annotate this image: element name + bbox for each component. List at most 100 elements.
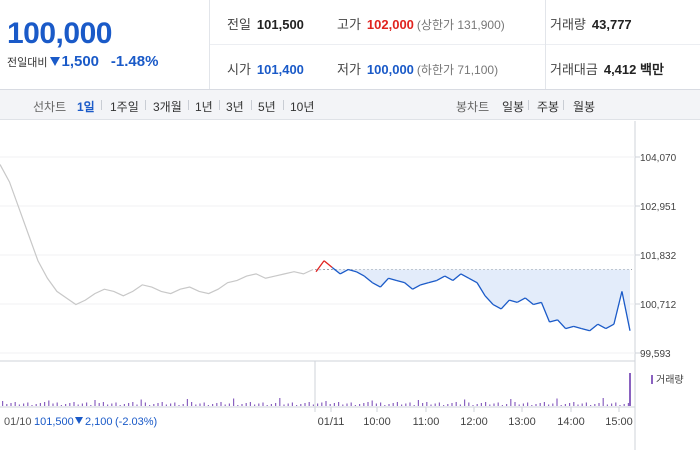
y-tick-label: 104,070 [640, 153, 677, 164]
volume-bar [48, 400, 50, 406]
change-label: 전일대비 [7, 57, 48, 69]
low-label: 저가 [337, 62, 361, 77]
chart-period-bar: 선차트 1일 1주일 3개월 1년 3년 5년 10년 봉차트 일봉 주봉 월봉 [0, 90, 700, 120]
volume-bar [438, 402, 440, 406]
price-chart[interactable]: 104,070 102,951 101,832 100,712 99,593 01/11… [0, 121, 700, 450]
change-row: 전일대비 1,500 -1.48% [7, 53, 158, 70]
volume-bar [220, 402, 222, 406]
volume-bar [602, 398, 604, 406]
volume-bar [623, 404, 625, 406]
volume-bar [56, 402, 58, 406]
volume: 거래량 43,777 [550, 14, 632, 33]
volume-bar [300, 404, 302, 406]
today-line-segment [540, 302, 551, 323]
trade-value: 거래대금 4,412 백만 [550, 59, 664, 78]
volume-bars [2, 373, 631, 406]
volume-bar [426, 402, 428, 406]
today-line-segment [557, 319, 567, 330]
y-tick-labels: 104,070 102,951 101,832 100,712 99,593 [635, 153, 677, 360]
volume-bar [581, 403, 583, 406]
volume-bar [392, 403, 394, 406]
today-line-segment [315, 260, 325, 273]
today-line-segment [323, 260, 333, 268]
volume-bar [506, 404, 508, 406]
volume-bar [480, 403, 482, 406]
today-line-segment [613, 291, 623, 325]
volume-bar [10, 403, 12, 406]
volume-bar [522, 403, 524, 406]
volume-bar [191, 402, 193, 406]
volume-bar [153, 404, 155, 406]
volume-bar [174, 402, 176, 406]
volume-bar [560, 405, 562, 406]
volume-bar [447, 404, 449, 406]
today-line-segment [412, 284, 421, 290]
volume-bar [569, 403, 571, 406]
today-line-segment [605, 323, 615, 330]
candle-weekly-tab[interactable]: 주봉 [537, 100, 560, 114]
volume-bar [77, 404, 79, 406]
today-line-segment [468, 277, 478, 284]
volume-bar [455, 402, 457, 406]
volume-bar [413, 405, 415, 406]
today-line-segment [524, 297, 534, 306]
volume-bar [107, 404, 109, 406]
today-line-segment [492, 303, 502, 310]
volume-bar [224, 404, 226, 406]
period-1d-tab[interactable]: 1일 [77, 100, 95, 114]
volume-bar [375, 403, 377, 406]
volume-bar [128, 403, 130, 406]
volume-bar [531, 405, 533, 406]
volume-bar [459, 404, 461, 406]
volume-bar [270, 404, 272, 406]
period-10y-tab[interactable]: 10년 [290, 100, 315, 114]
volume-bar [119, 405, 121, 406]
volume-bar [241, 404, 243, 406]
trade-value-label: 거래대금 [550, 62, 598, 77]
volume-bar [207, 405, 209, 406]
volume-bar [573, 402, 575, 406]
today-line-segment [597, 323, 607, 330]
prev-close-value: 101,500 [256, 17, 304, 32]
volume-bar [598, 403, 600, 406]
period-1y-tab[interactable]: 1년 [195, 100, 213, 114]
today-line-segment [516, 297, 526, 303]
x-tick-label: 01/11 [318, 416, 345, 428]
volume-bar [333, 403, 335, 406]
period-5y-tab[interactable]: 5년 [258, 100, 276, 114]
volume-bar [405, 403, 407, 406]
grid [0, 156, 635, 354]
x-tick-label: 11:00 [413, 416, 440, 428]
down-arrow-icon [50, 57, 61, 66]
volume-bar [18, 404, 20, 406]
upper-limit: (상한가 131,900) [416, 18, 505, 32]
stats-panel: 전일 101,500 고가 102,000 (상한가 131,900) 거래량 43,7… [210, 0, 700, 89]
volume-bar [321, 402, 323, 406]
today-line-segment [388, 277, 397, 282]
prev-close-label: 전일 [227, 17, 251, 32]
chart-canvas[interactable]: 104,070 102,951 101,832 100,712 99,593 01/11… [0, 121, 700, 450]
x-tick-label: 15:00 [605, 416, 633, 428]
divider [251, 100, 252, 110]
volume-bar [73, 402, 75, 406]
candle-daily-tab[interactable]: 일봉 [502, 100, 525, 114]
period-1w-tab[interactable]: 1주일 [110, 100, 139, 114]
lower-limit: (하한가 71,100) [416, 63, 499, 77]
volume-bar [254, 404, 256, 406]
prev-day-line [0, 164, 314, 306]
prev-day-price: 101,500 [34, 416, 74, 428]
period-3y-tab[interactable]: 3년 [226, 100, 244, 114]
volume-bar [144, 402, 146, 406]
today-line-segment [372, 282, 381, 288]
change-value: 1,500 [61, 53, 100, 70]
period-3m-tab[interactable]: 3개월 [153, 100, 182, 114]
volume-bar [233, 398, 235, 406]
volume-bar [501, 405, 503, 406]
volume-bar [476, 404, 478, 406]
divider [101, 100, 102, 110]
prev-day-down-icon [75, 417, 83, 424]
candle-monthly-tab[interactable]: 월봉 [573, 100, 596, 114]
today-line-segment [573, 325, 582, 330]
quote-header: 100,000 전일대비 1,500 -1.48% 전일 101,500 고가 102… [0, 0, 700, 90]
prev-day-tick-label: 01/10 [4, 416, 32, 428]
